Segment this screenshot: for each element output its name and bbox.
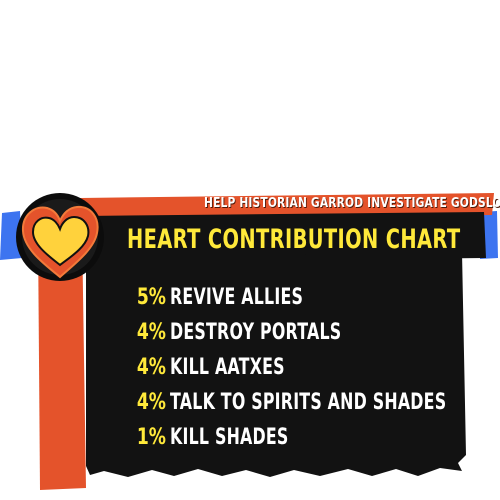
contribution-percent: 4% bbox=[136, 319, 166, 345]
main-panel bbox=[86, 252, 466, 477]
left-orange-strip bbox=[38, 228, 86, 490]
chart-title: HEART CONTRIBUTION CHART bbox=[127, 224, 461, 255]
contribution-activity: TALK TO SPIRITS AND SHADES bbox=[170, 389, 447, 415]
contribution-activity: REVIVE ALLIES bbox=[170, 284, 304, 310]
contribution-percent: 4% bbox=[136, 354, 166, 380]
contribution-row: 4% TALK TO SPIRITS AND SHADES bbox=[116, 387, 500, 417]
contribution-row: 4% KILL AATXES bbox=[116, 352, 329, 382]
contribution-activity: KILL SHADES bbox=[170, 424, 289, 450]
contribution-activity: DESTROY PORTALS bbox=[170, 319, 342, 345]
left-blue-tab bbox=[0, 211, 22, 260]
contribution-row: 5% REVIVE ALLIES bbox=[116, 282, 355, 312]
contribution-percent: 5% bbox=[136, 284, 166, 310]
title-bar-backdrop bbox=[80, 212, 486, 262]
contribution-row: 4% DESTROY PORTALS bbox=[116, 317, 408, 347]
task-description: HELP HISTORIAN GARROD INVESTIGATE GODSLO… bbox=[204, 196, 500, 211]
contribution-activity: KILL AATXES bbox=[170, 354, 285, 380]
contribution-row: 1% KILL SHADES bbox=[116, 422, 335, 452]
contribution-percent: 4% bbox=[136, 389, 166, 415]
task-banner bbox=[80, 193, 494, 219]
heart-emblem bbox=[16, 193, 104, 281]
contribution-percent: 1% bbox=[136, 424, 166, 450]
